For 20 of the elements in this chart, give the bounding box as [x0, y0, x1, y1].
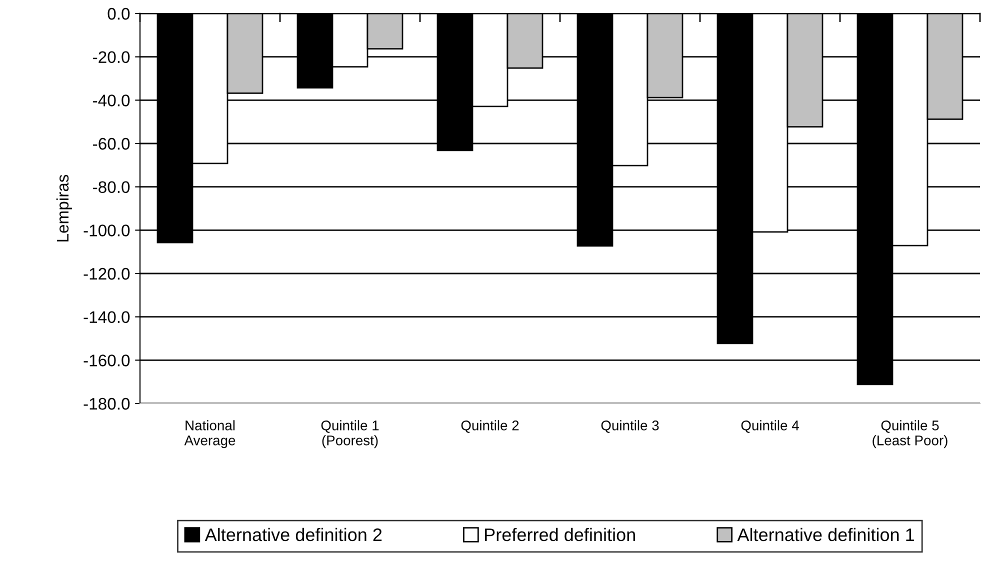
x-tick-label: Quintile 5 (Least Poor)	[872, 420, 948, 448]
y-tick-label: -120.0	[84, 268, 130, 280]
x-tick-label: Quintile 1 (Poorest)	[321, 420, 379, 448]
y-tick-label: -40.0	[93, 94, 130, 106]
legend-label: Alternative definition 1	[737, 528, 914, 542]
x-tick-label: Quintile 4	[741, 420, 799, 433]
y-tick-label: -80.0	[93, 181, 130, 194]
y-tick-label: 0.0	[108, 8, 130, 20]
legend-label: Preferred definition	[485, 528, 635, 542]
y-tick-label: -160.0	[84, 354, 130, 366]
y-axis-title: Lempiras	[56, 174, 72, 242]
x-tick-label: Quintile 3	[601, 420, 659, 433]
x-tick-label: National Average	[184, 420, 236, 448]
y-tick-label: -20.0	[93, 51, 130, 64]
y-tick-label: -180.0	[84, 398, 130, 410]
y-tick-label: -100.0	[84, 224, 130, 236]
x-tick-label: Quintile 2	[461, 420, 519, 433]
y-tick-label: -140.0	[84, 311, 130, 324]
legend-label: Alternative definition 2	[204, 528, 382, 542]
y-tick-label: -60.0	[93, 138, 130, 150]
